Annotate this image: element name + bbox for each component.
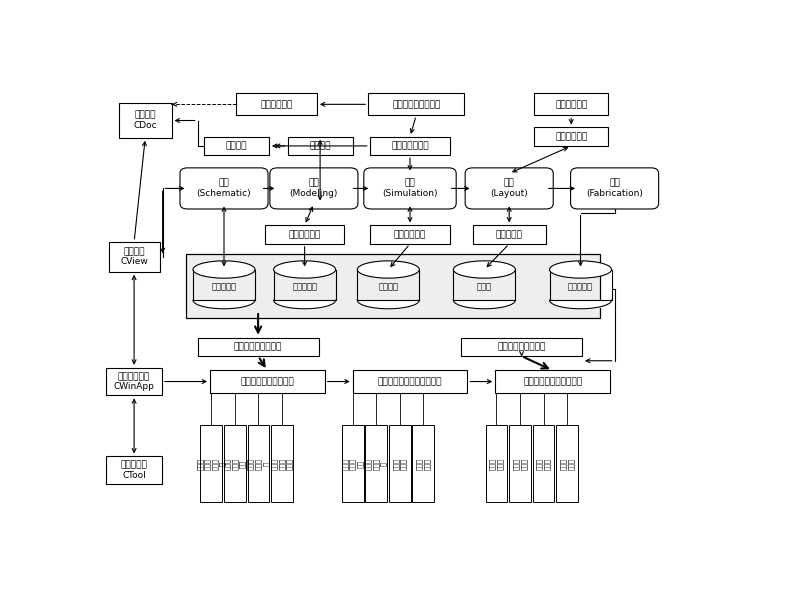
FancyBboxPatch shape [510,425,531,502]
FancyBboxPatch shape [465,168,554,209]
Text: 数据导出的数据接口: 数据导出的数据接口 [234,343,282,352]
Text: 其它软件协同设计后数据: 其它软件协同设计后数据 [523,377,582,386]
FancyBboxPatch shape [198,338,318,356]
FancyBboxPatch shape [270,168,358,209]
Text: 电路图库: 电路图库 [378,282,398,291]
Text: 自定义对象
CTool: 自定义对象 CTool [121,461,147,480]
Text: 外部模型生成器: 外部模型生成器 [391,142,429,151]
FancyBboxPatch shape [370,137,450,155]
FancyBboxPatch shape [495,370,610,392]
FancyBboxPatch shape [204,137,269,155]
Ellipse shape [274,261,336,278]
Text: 网格模
型的节
点: 网格模 型的节 点 [247,458,270,470]
Text: 模型数据库: 模型数据库 [211,282,237,291]
Text: 整体载
荷矩阵: 整体载 荷矩阵 [560,458,574,470]
Text: 视图对象
CView: 视图对象 CView [120,247,148,266]
Text: 稀疏矩
阵变换
存储: 稀疏矩 阵变换 存储 [342,458,363,470]
Text: 整体质
量矩阵: 整体质 量矩阵 [513,458,527,470]
Text: 版图
(Layout): 版图 (Layout) [490,179,528,198]
Text: 网格化
的三维
模型: 网格化 的三维 模型 [224,458,246,470]
Text: 中间层数据的存储及其处理: 中间层数据的存储及其处理 [378,377,442,386]
FancyBboxPatch shape [556,425,578,502]
Text: 显示网格: 显示网格 [226,142,247,151]
Text: 矩阵优
化迭代: 矩阵优 化迭代 [416,458,430,470]
FancyBboxPatch shape [389,425,410,502]
FancyBboxPatch shape [461,338,582,356]
FancyBboxPatch shape [247,425,270,502]
Text: 整体刚
度矩阵: 整体刚 度矩阵 [490,458,503,470]
FancyBboxPatch shape [570,168,658,209]
FancyBboxPatch shape [486,425,507,502]
FancyBboxPatch shape [534,93,608,115]
Text: 设计规则检验: 设计规则检验 [555,132,587,141]
Text: 版图库: 版图库 [477,282,492,291]
FancyBboxPatch shape [473,226,546,244]
FancyBboxPatch shape [342,425,363,502]
FancyBboxPatch shape [180,168,268,209]
FancyBboxPatch shape [533,425,554,502]
Text: 版图编辑器: 版图编辑器 [496,230,522,239]
FancyBboxPatch shape [106,457,162,484]
Ellipse shape [550,261,611,278]
FancyBboxPatch shape [353,370,467,392]
Text: 应用程序对象
CWinApp: 应用程序对象 CWinApp [114,372,154,391]
Text: 建模
(Modeling): 建模 (Modeling) [290,179,338,198]
Text: 仿真结果预览: 仿真结果预览 [261,100,293,109]
FancyBboxPatch shape [201,425,222,502]
Text: 电路图编辑器: 电路图编辑器 [394,230,426,239]
Text: 非标准
口品的
三维数
型: 非标准 口品的 三维数 型 [197,458,226,470]
FancyBboxPatch shape [364,168,456,209]
FancyBboxPatch shape [106,368,162,395]
Text: 数据导入的数据接口: 数据导入的数据接口 [498,343,546,352]
Text: 制备
(Fabrication): 制备 (Fabrication) [586,179,643,198]
Text: 整体阻
尼矩阵: 整体阻 尼矩阵 [537,458,550,470]
Ellipse shape [193,261,255,278]
Text: 文档对象
CDoc: 文档对象 CDoc [134,111,157,130]
Text: 非标准
口品的
自由度: 非标准 口品的 自由度 [271,458,293,470]
FancyBboxPatch shape [224,425,246,502]
Text: 三角件
变换生
成: 三角件 变换生 成 [366,458,387,470]
Text: 仿真
(Simulation): 仿真 (Simulation) [382,179,438,198]
Text: 按格初
日迭代: 按格初 日迭代 [393,458,407,470]
FancyBboxPatch shape [366,425,387,502]
Text: 草图
(Schematic): 草图 (Schematic) [197,179,251,198]
Text: 偏微分方程组求解器: 偏微分方程组求解器 [392,100,440,109]
Text: 加工数据库: 加工数据库 [568,282,593,291]
FancyBboxPatch shape [210,370,325,392]
FancyBboxPatch shape [413,425,434,502]
FancyBboxPatch shape [368,93,464,115]
FancyBboxPatch shape [534,127,608,146]
FancyBboxPatch shape [119,103,172,138]
Text: 本软件自主设计后数据: 本软件自主设计后数据 [241,377,294,386]
Text: 材料数据库: 材料数据库 [292,282,317,291]
FancyBboxPatch shape [287,137,353,155]
FancyBboxPatch shape [265,226,344,244]
FancyBboxPatch shape [237,93,317,115]
FancyBboxPatch shape [186,254,600,318]
FancyBboxPatch shape [271,425,293,502]
Text: 结构图编辑器: 结构图编辑器 [289,230,321,239]
Text: 划分网格: 划分网格 [310,142,331,151]
Text: 设计规则定义: 设计规则定义 [555,100,587,109]
FancyBboxPatch shape [109,242,159,272]
Ellipse shape [358,261,419,278]
Ellipse shape [454,261,515,278]
FancyBboxPatch shape [370,226,450,244]
